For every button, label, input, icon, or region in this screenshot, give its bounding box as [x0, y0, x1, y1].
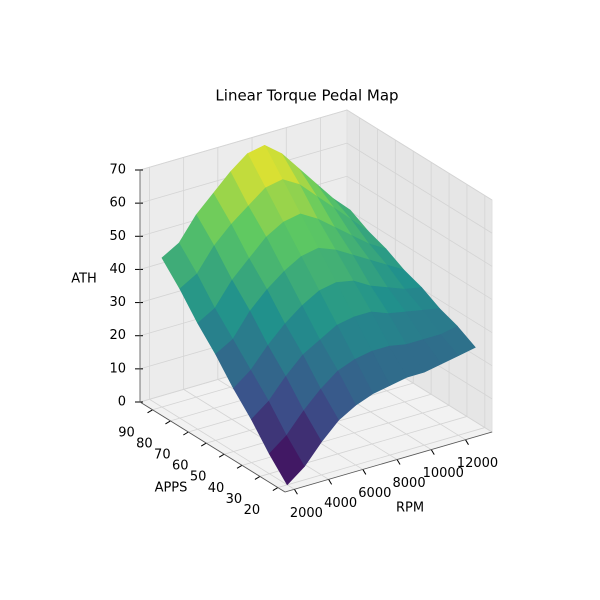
- grid-line: [346, 142, 493, 234]
- x-tick: [396, 459, 401, 465]
- axis-line: [284, 431, 493, 493]
- y-tick: [272, 487, 279, 491]
- z-tick-label: 60: [109, 196, 126, 211]
- x-tick: [328, 479, 333, 485]
- z-tick-label: 30: [109, 295, 126, 310]
- y-tick-label: 50: [190, 470, 207, 485]
- y-tick-label: 90: [118, 425, 135, 440]
- chart-title: Linear Torque Pedal Map: [215, 87, 398, 105]
- z-tick-label: 40: [109, 262, 126, 277]
- y-tick: [165, 420, 171, 425]
- y-tick: [147, 409, 153, 414]
- x-tick-label: 8000: [393, 476, 426, 491]
- x-tick-label: 10000: [423, 466, 464, 481]
- x-tick-label: 12000: [457, 456, 498, 471]
- grid-line: [346, 109, 493, 201]
- axis-line: [139, 401, 286, 493]
- grid-line: [346, 209, 493, 300]
- y-tick: [218, 453, 225, 458]
- x-tick: [293, 489, 298, 495]
- y-tick-label: 70: [154, 448, 171, 463]
- y-tick: [254, 476, 261, 480]
- grid-line: [346, 175, 493, 267]
- y-tick-label: 30: [226, 492, 243, 507]
- x-tick-label: 2000: [290, 506, 323, 521]
- y-tick: [183, 431, 189, 436]
- x-axis-label: RPM: [396, 501, 424, 516]
- surface-cell: [268, 435, 305, 486]
- grid-line: [139, 109, 348, 171]
- x-tick-label: 4000: [324, 496, 357, 511]
- y-axis-label: APPS: [155, 481, 188, 496]
- y-tick: [200, 442, 207, 447]
- z-tick-label: 0: [118, 395, 126, 410]
- z-tick-label: 10: [109, 361, 126, 376]
- grid-line: [277, 427, 485, 488]
- x-tick: [430, 449, 435, 455]
- y-tick-label: 80: [136, 436, 153, 451]
- y-tick-label: 60: [172, 459, 189, 474]
- y-tick-label: 20: [244, 503, 261, 518]
- x-tick: [362, 469, 367, 475]
- x-tick: [465, 439, 469, 445]
- y-tick: [236, 464, 243, 469]
- z-axis-label: ATH: [71, 272, 97, 287]
- z-tick-label: 50: [109, 229, 126, 244]
- z-tick-label: 20: [109, 328, 126, 343]
- grid-line: [149, 398, 295, 490]
- y-tick-label: 40: [208, 481, 225, 496]
- x-tick-label: 6000: [358, 486, 391, 501]
- z-tick-label: 70: [109, 163, 126, 178]
